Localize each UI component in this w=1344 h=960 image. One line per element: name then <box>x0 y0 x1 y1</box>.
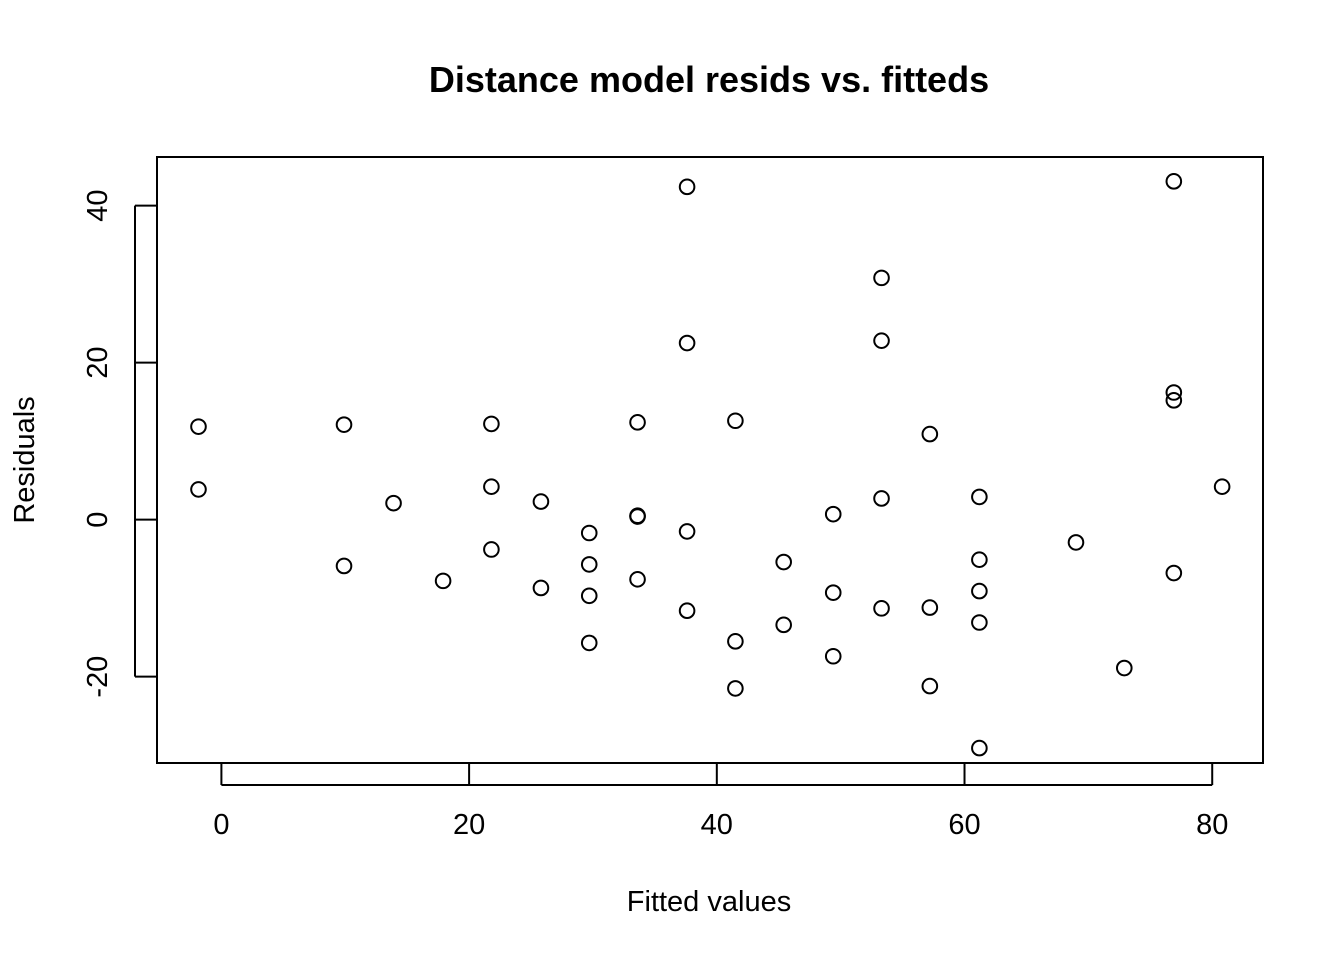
data-point <box>824 505 842 523</box>
data-point <box>873 490 890 507</box>
data-point <box>678 334 696 352</box>
data-point <box>873 600 890 617</box>
data-point <box>921 425 939 443</box>
data-point <box>483 415 500 433</box>
data-point <box>1213 478 1231 495</box>
data-point <box>775 616 792 634</box>
data-point <box>1165 564 1183 582</box>
data-point <box>1165 392 1183 409</box>
y-tick-label: 40 <box>82 190 114 222</box>
data-point <box>629 414 646 431</box>
data-point <box>580 556 598 573</box>
data-point <box>532 579 550 597</box>
data-point <box>873 332 890 349</box>
data-point <box>678 178 696 196</box>
data-point <box>483 541 500 558</box>
data-point <box>921 599 939 616</box>
data-point <box>483 478 500 495</box>
data-point <box>434 572 452 590</box>
y-tick-label: 0 <box>82 512 114 528</box>
x-tick-label: 20 <box>453 809 485 841</box>
data-point <box>824 647 842 665</box>
data-point <box>678 523 696 540</box>
x-tick-label: 40 <box>701 809 733 841</box>
data-point <box>580 634 598 652</box>
data-point <box>971 551 988 568</box>
data-point <box>1165 173 1183 190</box>
data-point <box>1115 659 1133 677</box>
data-point <box>775 553 792 571</box>
data-point <box>727 633 744 650</box>
data-point <box>727 680 744 697</box>
data-point <box>335 557 353 575</box>
data-point <box>580 524 598 542</box>
x-tick-label: 80 <box>1196 809 1228 841</box>
data-point <box>190 418 207 435</box>
data-point <box>580 587 598 605</box>
data-point <box>971 488 988 506</box>
y-tick-label: -20 <box>82 656 114 698</box>
data-point <box>1165 384 1183 401</box>
y-axis: -20 0 20 40 <box>82 190 157 698</box>
data-point <box>824 584 842 601</box>
y-axis-label: Residuals <box>9 396 41 523</box>
data-point <box>1067 534 1085 551</box>
data-point <box>921 677 939 695</box>
x-axis-label: Fitted values <box>627 886 791 918</box>
data-point <box>971 739 988 757</box>
data-point <box>727 412 744 430</box>
data-point <box>629 571 646 588</box>
x-tick-label: 0 <box>213 809 229 841</box>
y-tick-label: 20 <box>82 347 114 379</box>
data-point <box>532 493 550 510</box>
data-point <box>873 269 890 287</box>
data-point <box>971 582 988 600</box>
data-point <box>385 494 402 512</box>
data-point <box>678 602 696 620</box>
x-tick-label: 60 <box>948 809 980 841</box>
data-points <box>190 173 1231 757</box>
plot-frame <box>156 156 1264 764</box>
data-point <box>629 507 646 525</box>
data-point <box>971 614 988 631</box>
x-axis: 0 20 40 60 80 <box>213 763 1228 841</box>
chart-title: Distance model resids vs. fitteds <box>429 59 989 100</box>
data-point <box>190 481 207 498</box>
data-point <box>335 416 353 433</box>
